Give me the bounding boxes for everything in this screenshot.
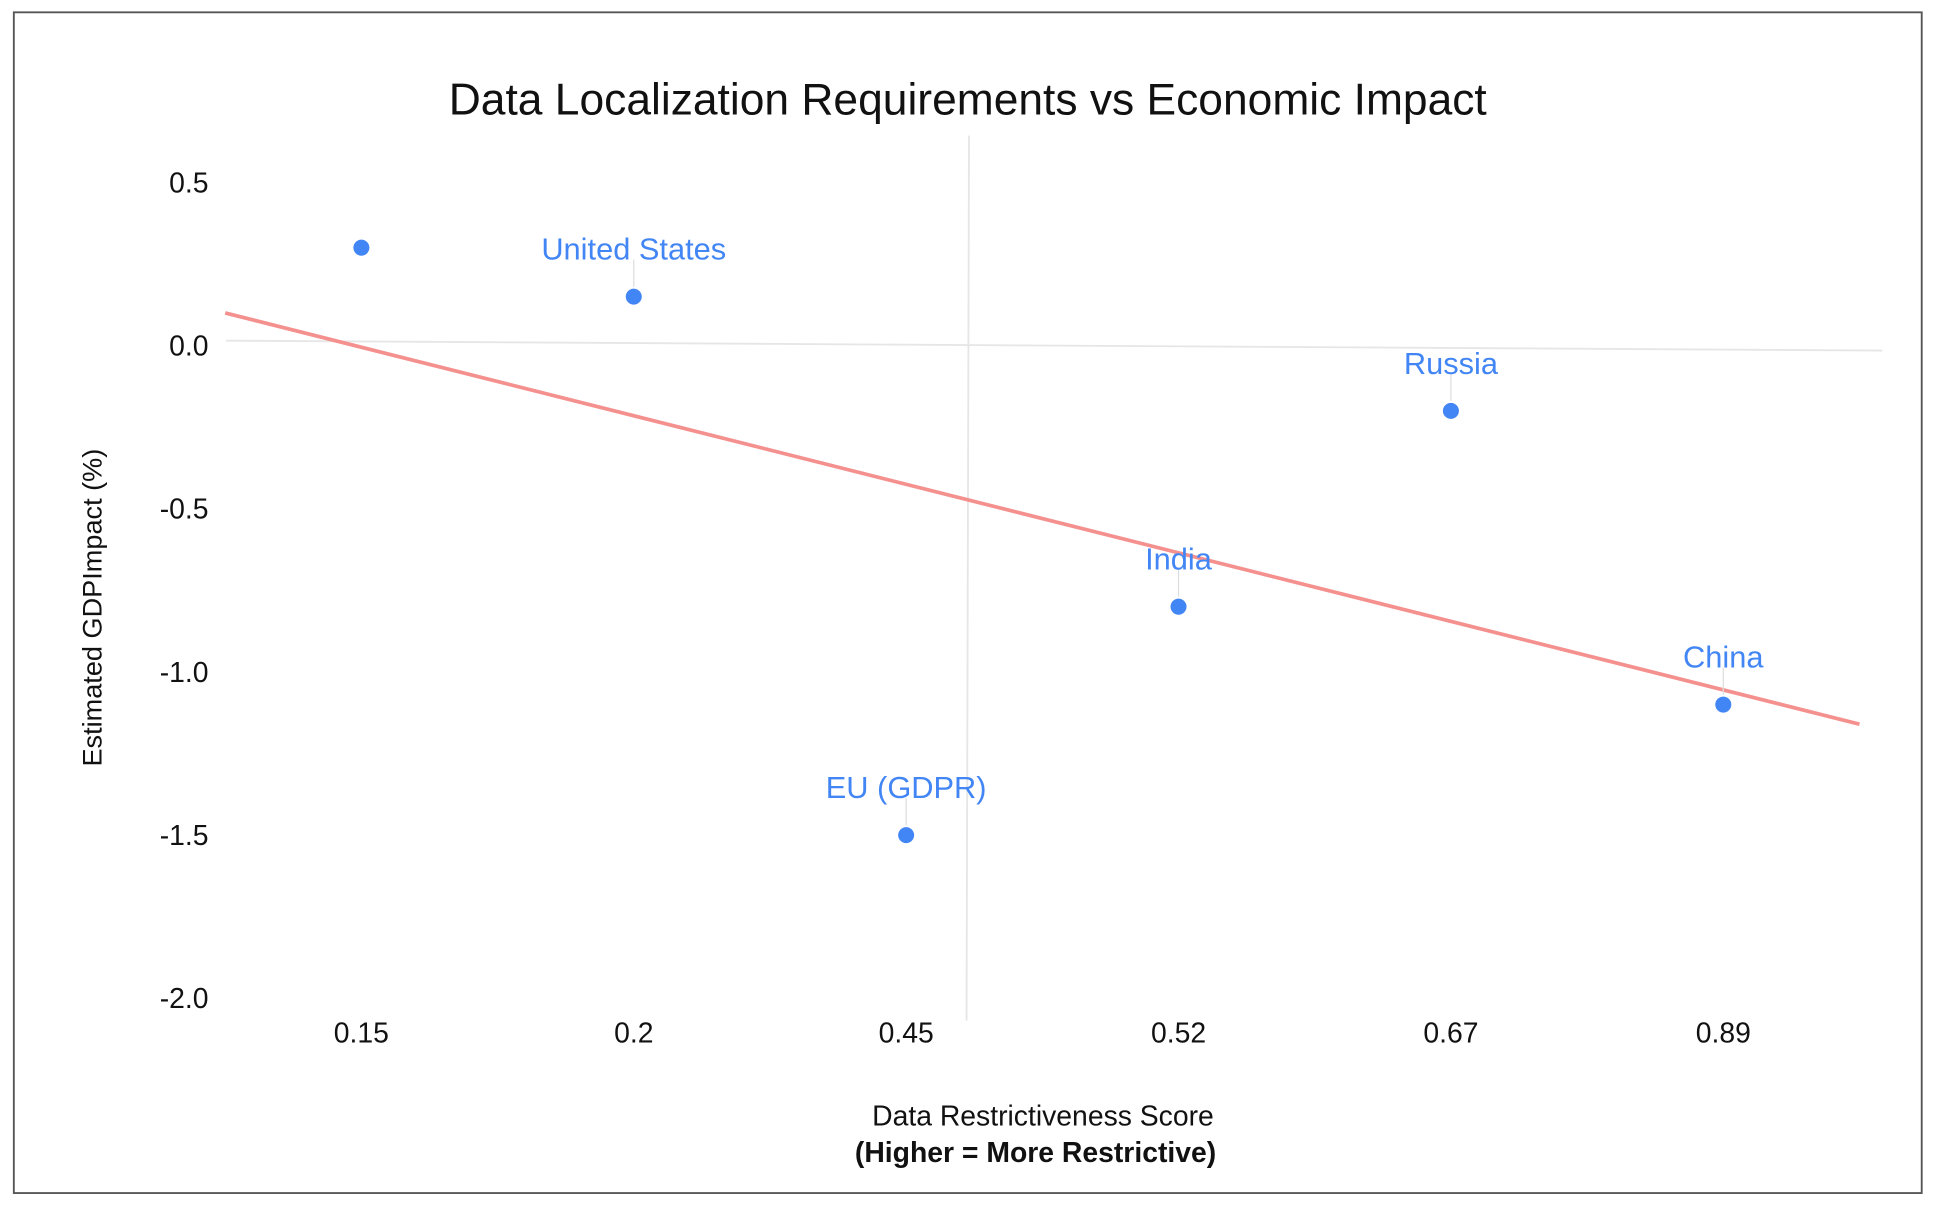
vertical-gridline bbox=[965, 135, 970, 1021]
point-label: United States bbox=[541, 232, 726, 267]
data-point bbox=[1442, 402, 1459, 419]
y-tick-labels: 0.5 0.0 -0.5 -1.0 -1.5 -2.0 bbox=[160, 167, 209, 1015]
point-label: Russia bbox=[1404, 346, 1499, 381]
grid bbox=[225, 135, 1883, 1021]
data-point bbox=[625, 288, 642, 305]
y-tick-label: -0.5 bbox=[160, 494, 209, 526]
data-point bbox=[1715, 696, 1732, 713]
y-tick-label: -2.0 bbox=[160, 983, 209, 1015]
x-tick-label: 0.52 bbox=[1151, 1018, 1206, 1050]
x-tick-label: 0.2 bbox=[614, 1018, 653, 1050]
chart-title: Data Localization Requirements vs Econom… bbox=[449, 76, 1487, 125]
data-point bbox=[1170, 598, 1187, 615]
x-tick-labels: 0.15 0.2 0.45 0.52 0.67 0.89 bbox=[334, 1018, 1751, 1050]
x-tick-label: 0.89 bbox=[1696, 1018, 1751, 1050]
x-axis-label: Data Restrictiveness Score bbox=[872, 1100, 1214, 1132]
point-label: India bbox=[1145, 542, 1213, 577]
x-tick-label: 0.67 bbox=[1423, 1018, 1478, 1050]
trendline bbox=[224, 311, 1860, 726]
x-axis-sublabel: (Higher = More Restrictive) bbox=[855, 1137, 1216, 1169]
data-points: United States EU (GDPR) India Russia China bbox=[353, 232, 1764, 844]
y-tick-label: 0.5 bbox=[169, 167, 208, 199]
x-tick-label: 0.45 bbox=[879, 1018, 934, 1050]
x-tick-label: 0.15 bbox=[334, 1018, 389, 1050]
y-tick-label: -1.0 bbox=[160, 657, 209, 689]
zero-gridline bbox=[225, 339, 1883, 352]
data-point bbox=[353, 239, 370, 256]
data-point bbox=[898, 827, 915, 844]
y-tick-label: -1.5 bbox=[160, 820, 209, 852]
y-axis-label: Estimated GDPImpact (%) bbox=[76, 449, 107, 767]
point-label: EU (GDPR) bbox=[826, 770, 987, 805]
point-label: China bbox=[1683, 640, 1764, 675]
y-tick-label: 0.0 bbox=[169, 330, 208, 362]
